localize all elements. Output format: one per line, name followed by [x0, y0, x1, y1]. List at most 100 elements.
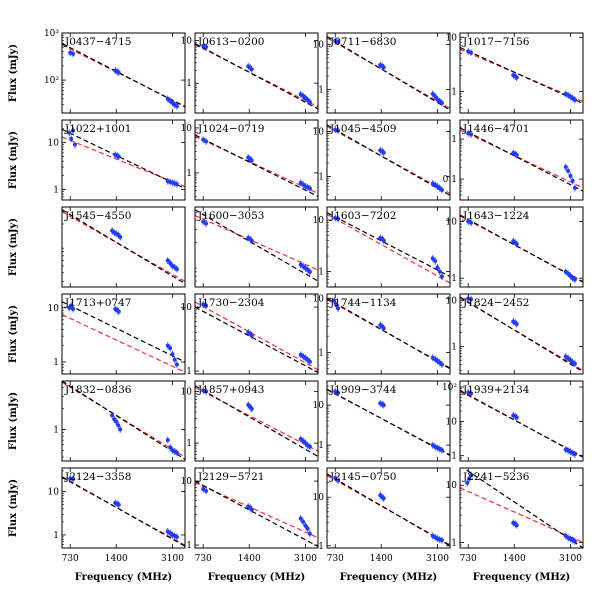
data-point [336, 306, 341, 311]
data-point [307, 100, 312, 105]
y-tick-label: 1 [186, 169, 192, 179]
panel-title: J1744−1134 [329, 297, 397, 309]
plot-area [62, 381, 185, 460]
data-point [572, 539, 577, 544]
panel-23: 1 10 J2241−5236 [446, 467, 584, 549]
plot-area [195, 134, 318, 197]
y-tick-label: 10 [446, 481, 458, 491]
y-tick-label: 10 [313, 493, 325, 503]
plot-area [195, 480, 318, 548]
data-point [336, 217, 341, 222]
data-point [71, 307, 76, 312]
data-point [204, 139, 209, 144]
panel-title: J2124−3358 [64, 471, 131, 483]
data-point [116, 309, 121, 314]
plot-area [327, 212, 450, 284]
data-point [71, 128, 76, 133]
panel-title: J1022+1001 [64, 123, 131, 135]
data-point [469, 220, 474, 225]
panel-title: J1713+0747 [64, 297, 131, 309]
data-point [381, 496, 386, 501]
panel-2: 1 10 J0711−6830 [313, 32, 451, 114]
y-tick-label: 1 [451, 274, 457, 284]
fit-line-red [195, 386, 318, 452]
panel-title: J1909−3744 [329, 384, 397, 396]
x-tick-label: 3100 [426, 554, 449, 564]
fit-line-red [62, 477, 185, 546]
panel-title: J1024−0719 [197, 123, 264, 135]
data-point [305, 526, 310, 531]
data-point [469, 132, 474, 137]
data-point [174, 362, 179, 367]
fit-line-red [62, 211, 185, 282]
fit-line-black [62, 301, 185, 363]
plot-area [195, 42, 318, 110]
data-point [433, 259, 438, 264]
data-point [174, 534, 179, 539]
y-axis-label: Flux (mJy) [8, 305, 19, 363]
y-tick-label: 10 [313, 216, 325, 226]
data-point [249, 238, 254, 243]
data-point [514, 75, 519, 80]
panel-title: J1045−4509 [329, 123, 396, 135]
fit-line-red [62, 136, 185, 188]
data-point [170, 352, 175, 357]
data-point [514, 242, 519, 247]
fit-line-black [327, 212, 450, 278]
data-point [114, 419, 119, 424]
panel-frame [459, 32, 584, 114]
panel-13: 1 10 J1730−2304 [181, 293, 319, 377]
data-point [204, 303, 209, 308]
y-axis-label: Flux (mJy) [8, 479, 19, 537]
panel-frame [61, 380, 186, 462]
panel-frame [194, 380, 319, 462]
x-tick-label: 1400 [370, 554, 393, 564]
data-point [249, 333, 254, 338]
data-point [249, 158, 254, 163]
panel-title: J1603−7202 [329, 210, 396, 222]
plot-area [195, 385, 318, 458]
panel-title: J1824−2452 [462, 297, 529, 309]
y-tick-label: 10 [313, 294, 325, 304]
x-tick-label: 730 [62, 554, 79, 564]
data-point [430, 256, 435, 261]
fit-line-black [460, 389, 583, 458]
plot-area [62, 475, 185, 547]
data-point [116, 502, 121, 507]
data-point [439, 538, 444, 543]
panel-10: 1 10 J1603−7202 [313, 206, 451, 288]
panel-frame [61, 119, 186, 201]
data-point [201, 137, 206, 142]
data-point [174, 104, 179, 109]
x-axis-label: Frequency (MHz) [208, 572, 306, 583]
data-point [465, 480, 470, 485]
data-point [381, 238, 386, 243]
fit-line-black [195, 42, 318, 110]
fit-line-red [327, 213, 450, 284]
fit-line-black [195, 385, 318, 458]
y-tick-label: 1 [318, 542, 324, 552]
data-point [336, 478, 341, 483]
plot-area [62, 126, 185, 190]
y-tick-label: 10 [181, 303, 193, 313]
data-point [249, 507, 254, 512]
data-point [168, 346, 173, 351]
fit-line-black [195, 480, 318, 548]
plot-area [327, 124, 450, 196]
panel-frame [194, 293, 319, 375]
x-axis-label: Frequency (MHz) [75, 572, 173, 583]
y-tick-label: 10 [181, 37, 193, 47]
data-point [433, 94, 438, 99]
y-tick-label: 1 [186, 541, 192, 551]
plot-area [195, 300, 318, 374]
plot-area [62, 42, 185, 110]
x-tick-label: 3100 [161, 554, 184, 564]
plot-area [460, 388, 583, 458]
panel-title: J2241−5236 [462, 471, 530, 483]
fit-line-red [460, 487, 583, 544]
data-point [439, 274, 444, 279]
data-point [71, 51, 76, 56]
panel-title: J1643−1224 [462, 210, 530, 222]
data-point [572, 361, 577, 366]
fit-line-black [62, 42, 185, 108]
